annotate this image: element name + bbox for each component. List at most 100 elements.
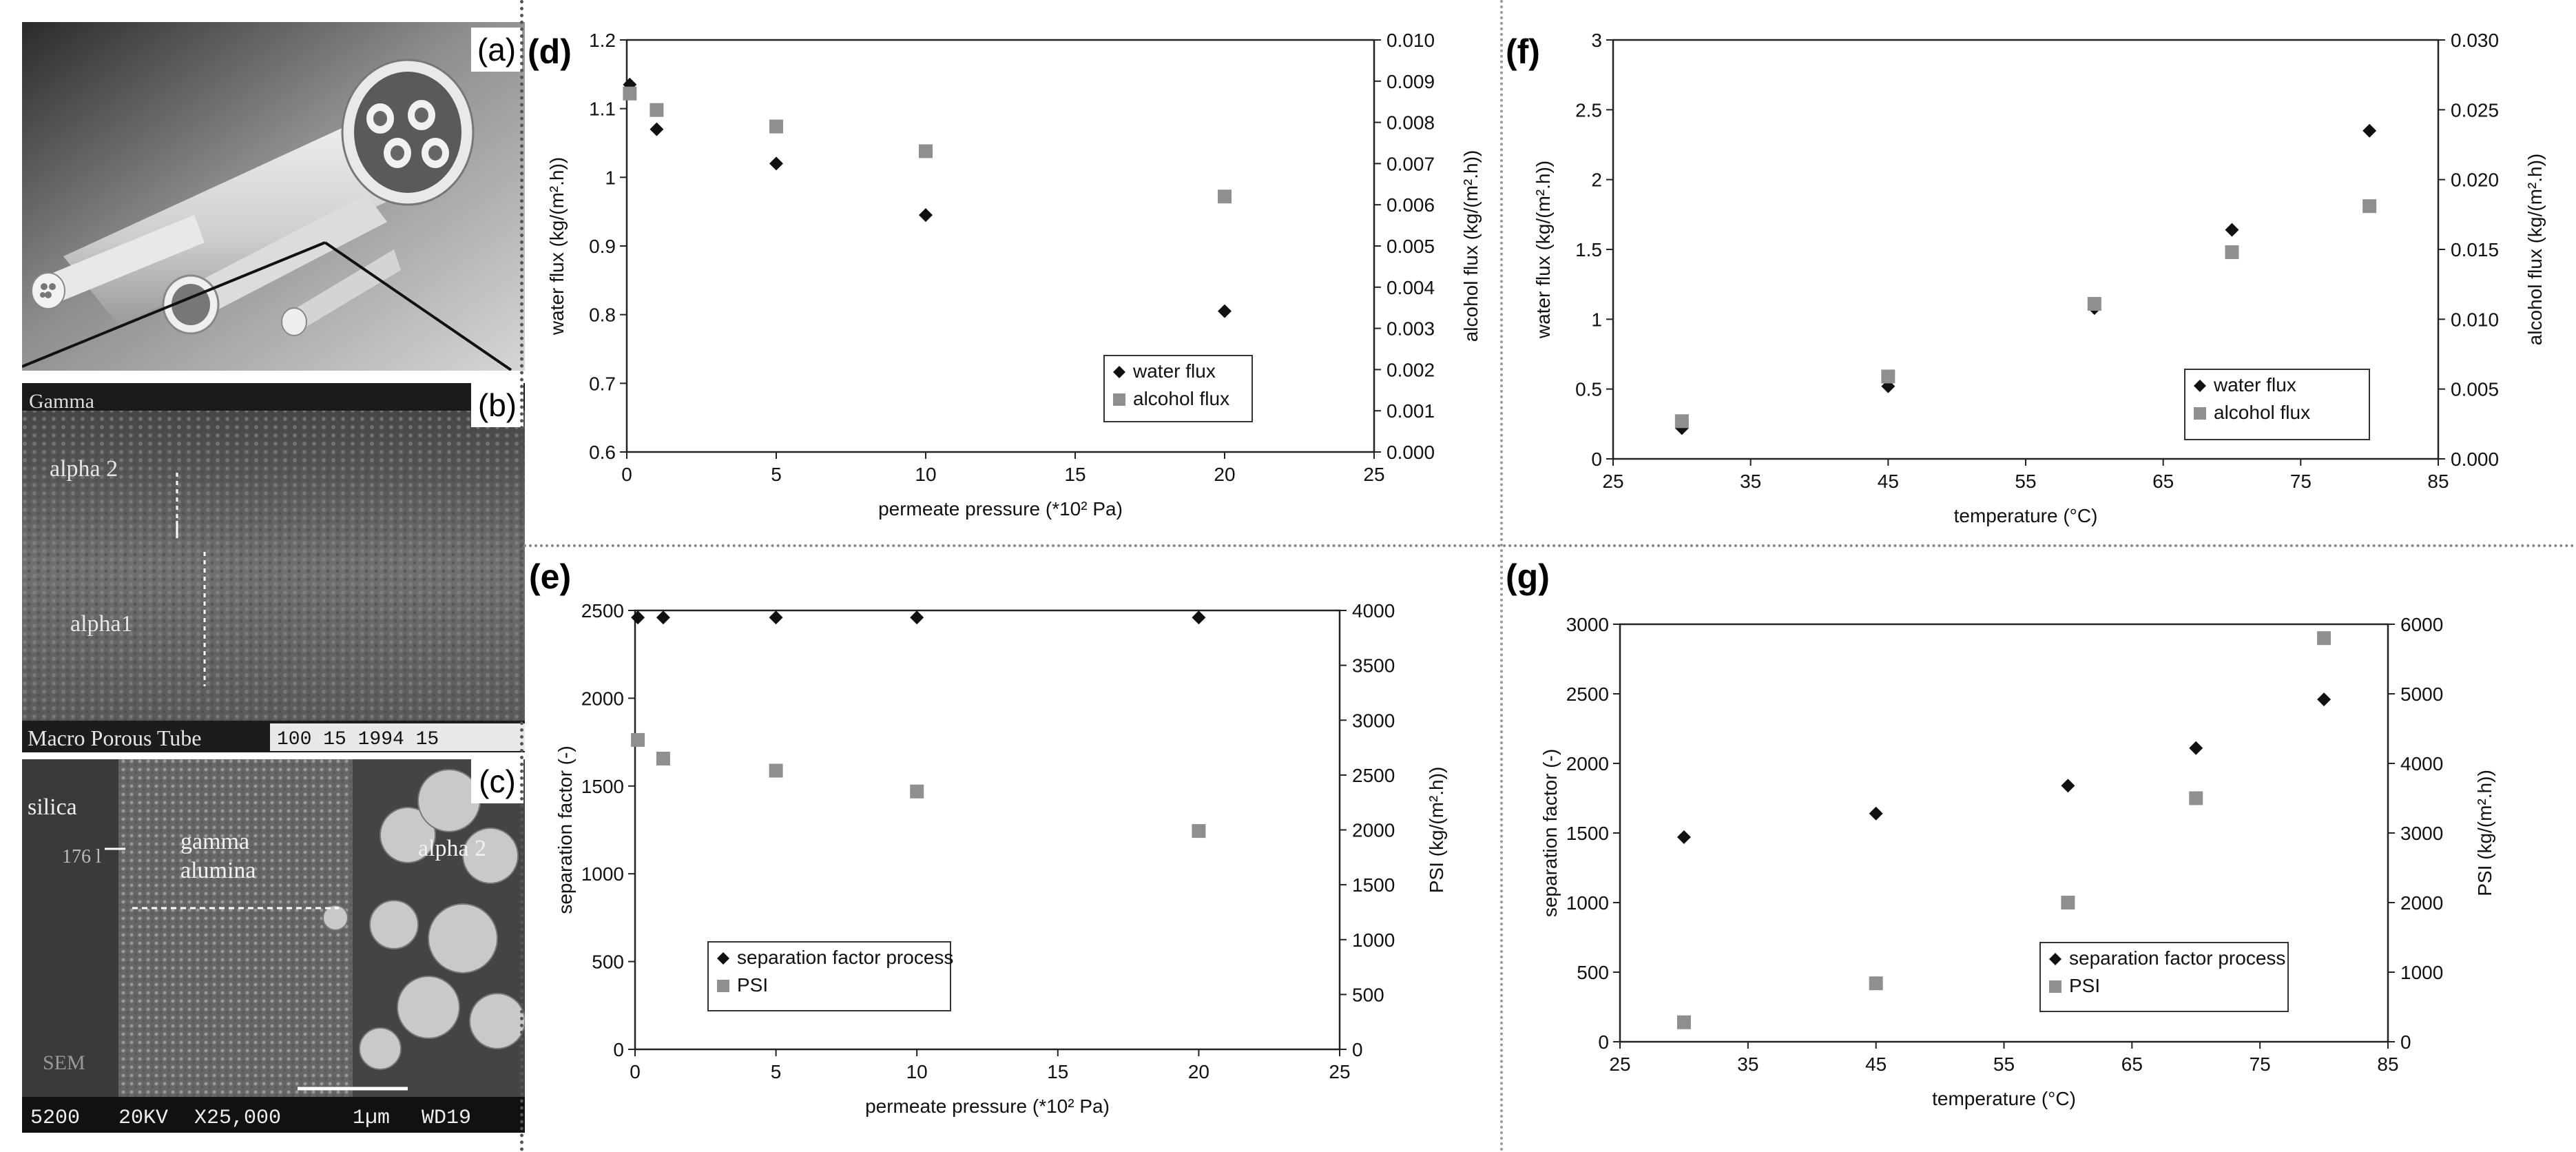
y-tick-label: 0 — [1591, 449, 1602, 470]
legend-box — [2039, 942, 2289, 1012]
y2-tick-label: 4000 — [1352, 600, 1395, 621]
legend-label: PSI — [2069, 975, 2100, 996]
y-tick-label: 2 — [1591, 169, 1602, 191]
legend-label: alcohol flux — [1133, 388, 1229, 409]
x-tick-label: 35 — [1740, 471, 1761, 492]
y2-tick-label: 0.010 — [2451, 309, 2499, 330]
y2-tick-label: 1000 — [2400, 962, 2443, 983]
sem-footer-wd: WD19 — [422, 1107, 471, 1130]
y2-tick-label: 0.003 — [1386, 318, 1435, 340]
legend-label: separation factor process — [737, 947, 953, 968]
legend-marker-diamond — [2049, 953, 2061, 965]
series-diamond-points — [623, 77, 1232, 318]
series-square-points — [623, 86, 1232, 204]
legend-marker-diamond — [1113, 366, 1125, 378]
data-point-1 — [2061, 779, 2075, 793]
x-tick-label: 65 — [2152, 471, 2174, 492]
legend-marker-square — [1113, 393, 1125, 406]
data-point-1 — [650, 122, 664, 136]
data-point-2 — [2087, 297, 2101, 311]
y-axis-label: separation factor (-) — [1539, 749, 1561, 917]
y2-tick-label: 1000 — [1352, 929, 1395, 951]
data-point-2 — [919, 144, 933, 158]
data-point-1 — [769, 156, 783, 171]
panel-c-label: (c) — [479, 763, 516, 799]
legend-marker-square — [717, 980, 729, 992]
y2-tick-label: 0.010 — [1386, 30, 1435, 51]
series-diamond-points — [1676, 692, 2331, 845]
series-diamond-points — [631, 610, 1206, 625]
data-point-2 — [769, 119, 783, 134]
data-point-2 — [769, 763, 783, 778]
macro-porous-tube-label: Macro Porous Tube — [28, 726, 201, 750]
x-tick-label: 55 — [1993, 1053, 2015, 1075]
legend-box — [1103, 355, 1253, 422]
y2-tick-label: 4000 — [2400, 753, 2443, 774]
chart-g: (g)25 35 45 55 65 75 8505001000150020002500300… — [1506, 557, 2495, 1109]
legend-marker-diamond — [717, 952, 729, 965]
legend-marker-diamond — [2194, 380, 2206, 392]
y-tick-label: 500 — [1577, 962, 1609, 983]
y-tick-label: 2.5 — [1575, 99, 1602, 121]
x-tick-label: 20 — [1214, 464, 1235, 485]
y-tick-label: 1500 — [581, 776, 624, 797]
legend-box — [707, 941, 951, 1011]
x-tick-label: 65 — [2121, 1053, 2143, 1075]
data-point-1 — [1676, 830, 1691, 845]
y-tick-label: 2000 — [1566, 753, 1609, 774]
alpha1-layer-label: alpha1 — [70, 611, 133, 637]
y2-tick-label: 0.005 — [2451, 379, 2499, 400]
x-tick-label: 25 — [1609, 1053, 1630, 1075]
y2-tick-label: 500 — [1352, 984, 1384, 1005]
y2-tick-label: 0.015 — [2451, 239, 2499, 260]
x-tick-label: 15 — [1064, 464, 1086, 485]
y2-tick-label: 1500 — [1352, 874, 1395, 896]
y-tick-label: 1 — [605, 167, 616, 188]
legend-label: alcohol flux — [2214, 402, 2310, 423]
y-axis-label: water flux (kg/(m².h)) — [546, 157, 568, 336]
separator-left — [520, 0, 523, 1152]
gamma-label: gamma — [180, 829, 249, 854]
panel-c-sem-photo: silica 176 l gamma alumina alpha 2 SEM 5… — [22, 759, 525, 1133]
separator-middle — [1500, 0, 1503, 1152]
data-point-2 — [1869, 976, 1883, 991]
y2-tick-label: 0.006 — [1386, 194, 1435, 216]
y2-tick-label: 0 — [1352, 1039, 1363, 1060]
silica-layer-label: silica — [28, 794, 77, 820]
data-point-1 — [1869, 806, 1883, 821]
data-point-1 — [631, 610, 645, 625]
chart-e: (e)0 5 10 15 20 25050010001500200025000500100… — [529, 557, 1447, 1117]
y2-axis-label: PSI (kg/(m².h)) — [1426, 767, 1447, 894]
chart-d: (d) 0 5 10 15 20 25 0.6 0.7 0.8 0.9 1 1.1 1.2 0.000 0.0… — [528, 30, 1482, 520]
y2-tick-label: 0.009 — [1386, 71, 1435, 92]
y-tick-label: 1000 — [581, 863, 624, 885]
y2-tick-label: 2000 — [1352, 820, 1395, 841]
series-square-points — [631, 732, 1206, 839]
data-point-1 — [769, 610, 783, 625]
y2-tick-label: 0.000 — [1386, 442, 1435, 463]
x-tick-label: 55 — [2015, 471, 2036, 492]
x-axis-label: temperature (°C) — [1954, 505, 2098, 526]
y-tick-label: 0 — [1598, 1031, 1609, 1053]
y-tick-label: 0.5 — [1575, 379, 1602, 400]
y2-tick-label: 5000 — [2400, 683, 2443, 705]
sem-footer-magnification: X25,000 — [194, 1107, 281, 1130]
y-tick-label: 2000 — [581, 688, 624, 709]
sem-footer-id: 5200 — [30, 1107, 80, 1130]
y-tick-label: 3 — [1591, 30, 1602, 51]
y2-tick-label: 3500 — [1352, 655, 1395, 677]
x-axis-label: permeate pressure (*10² Pa) — [878, 498, 1123, 520]
data-point-1 — [1192, 610, 1206, 625]
y2-tick-label: 2000 — [2400, 892, 2443, 914]
x-tick-label: 35 — [1737, 1053, 1758, 1075]
data-point-2 — [650, 103, 664, 117]
y2-tick-label: 0.001 — [1386, 400, 1435, 422]
y-tick-label: 1.2 — [589, 30, 616, 51]
y-tick-label: 1 — [1591, 309, 1602, 330]
y-tick-label: 0.9 — [589, 236, 616, 257]
y-axis-label: separation factor (-) — [554, 745, 576, 914]
data-point-2 — [1192, 824, 1206, 839]
legend-box — [2184, 369, 2370, 440]
data-point-1 — [2225, 223, 2239, 237]
x-tick-label: 5 — [771, 464, 782, 485]
